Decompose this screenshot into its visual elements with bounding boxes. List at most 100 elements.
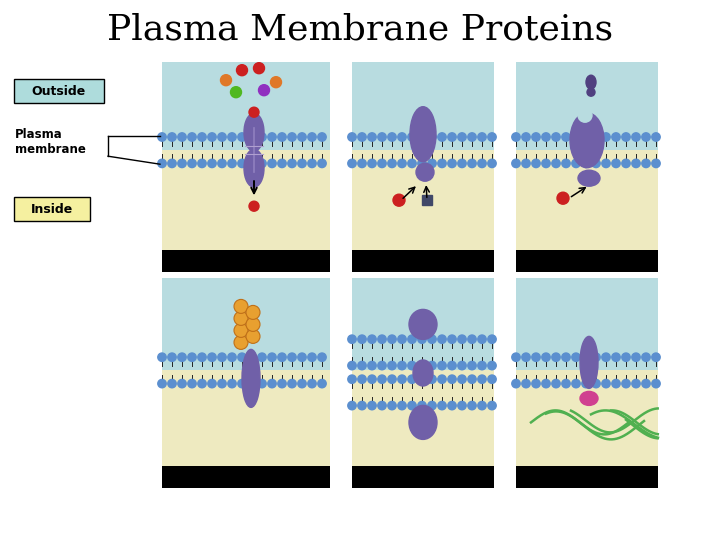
Circle shape bbox=[418, 133, 426, 141]
Circle shape bbox=[198, 380, 206, 388]
Circle shape bbox=[572, 353, 580, 361]
Circle shape bbox=[271, 77, 282, 87]
Circle shape bbox=[168, 133, 176, 141]
Circle shape bbox=[448, 159, 456, 167]
Circle shape bbox=[198, 159, 206, 167]
Circle shape bbox=[478, 159, 486, 167]
Circle shape bbox=[522, 159, 530, 167]
Bar bbox=[516, 62, 658, 150]
Circle shape bbox=[488, 401, 496, 410]
Bar bbox=[352, 150, 494, 272]
Circle shape bbox=[230, 87, 241, 98]
Ellipse shape bbox=[244, 113, 264, 151]
Circle shape bbox=[428, 335, 436, 343]
Circle shape bbox=[478, 375, 486, 383]
Circle shape bbox=[468, 401, 476, 410]
Text: Plasma
membrane: Plasma membrane bbox=[15, 128, 86, 156]
Circle shape bbox=[622, 353, 630, 361]
Circle shape bbox=[248, 159, 256, 167]
Circle shape bbox=[298, 353, 306, 361]
Circle shape bbox=[208, 159, 216, 167]
Circle shape bbox=[512, 380, 521, 388]
Circle shape bbox=[208, 133, 216, 141]
Circle shape bbox=[368, 159, 376, 167]
Circle shape bbox=[248, 133, 256, 141]
Circle shape bbox=[258, 85, 269, 96]
Circle shape bbox=[602, 133, 611, 141]
Circle shape bbox=[652, 133, 660, 141]
Circle shape bbox=[642, 159, 650, 167]
Circle shape bbox=[612, 380, 620, 388]
Circle shape bbox=[234, 312, 248, 326]
Circle shape bbox=[582, 159, 590, 167]
FancyBboxPatch shape bbox=[14, 79, 104, 103]
Bar bbox=[162, 370, 330, 488]
Bar bbox=[516, 150, 658, 272]
Circle shape bbox=[348, 159, 356, 167]
Circle shape bbox=[358, 133, 366, 141]
Circle shape bbox=[278, 133, 287, 141]
Circle shape bbox=[288, 380, 296, 388]
Circle shape bbox=[572, 380, 580, 388]
Circle shape bbox=[248, 380, 256, 388]
Circle shape bbox=[512, 133, 521, 141]
Circle shape bbox=[632, 380, 640, 388]
Circle shape bbox=[388, 361, 396, 370]
Circle shape bbox=[318, 380, 326, 388]
Circle shape bbox=[448, 335, 456, 343]
Circle shape bbox=[468, 361, 476, 370]
Circle shape bbox=[478, 133, 486, 141]
Circle shape bbox=[198, 133, 206, 141]
Circle shape bbox=[488, 361, 496, 370]
Circle shape bbox=[632, 159, 640, 167]
Circle shape bbox=[478, 335, 486, 343]
Ellipse shape bbox=[578, 170, 600, 186]
Circle shape bbox=[552, 159, 560, 167]
Circle shape bbox=[622, 133, 630, 141]
Circle shape bbox=[652, 353, 660, 361]
Circle shape bbox=[478, 361, 486, 370]
Circle shape bbox=[378, 133, 386, 141]
Circle shape bbox=[158, 353, 166, 361]
Circle shape bbox=[188, 380, 196, 388]
Circle shape bbox=[188, 159, 196, 167]
Circle shape bbox=[246, 329, 260, 343]
Text: Plasma Membrane Proteins: Plasma Membrane Proteins bbox=[107, 12, 613, 46]
Circle shape bbox=[348, 361, 356, 370]
Circle shape bbox=[268, 159, 276, 167]
Circle shape bbox=[592, 133, 600, 141]
Circle shape bbox=[582, 353, 590, 361]
Circle shape bbox=[249, 107, 259, 117]
Circle shape bbox=[288, 133, 296, 141]
Circle shape bbox=[428, 361, 436, 370]
Circle shape bbox=[408, 401, 416, 410]
Circle shape bbox=[397, 133, 406, 141]
Bar bbox=[516, 278, 658, 370]
Circle shape bbox=[258, 159, 266, 167]
Circle shape bbox=[458, 361, 467, 370]
Ellipse shape bbox=[580, 392, 598, 406]
Circle shape bbox=[642, 133, 650, 141]
Circle shape bbox=[418, 159, 426, 167]
Ellipse shape bbox=[570, 113, 604, 168]
Circle shape bbox=[428, 133, 436, 141]
Circle shape bbox=[478, 401, 486, 410]
Ellipse shape bbox=[587, 88, 595, 96]
Circle shape bbox=[249, 201, 259, 211]
Ellipse shape bbox=[410, 107, 436, 161]
Bar bbox=[162, 466, 330, 488]
Circle shape bbox=[541, 159, 550, 167]
Circle shape bbox=[438, 335, 446, 343]
Circle shape bbox=[268, 380, 276, 388]
Circle shape bbox=[217, 380, 226, 388]
Circle shape bbox=[308, 380, 316, 388]
Circle shape bbox=[208, 353, 216, 361]
Text: Outside: Outside bbox=[32, 85, 86, 98]
Circle shape bbox=[246, 306, 260, 319]
Circle shape bbox=[358, 335, 366, 343]
Circle shape bbox=[348, 375, 356, 383]
Text: Inside: Inside bbox=[31, 202, 73, 215]
Circle shape bbox=[468, 375, 476, 383]
Bar bbox=[516, 250, 658, 272]
Circle shape bbox=[168, 380, 176, 388]
